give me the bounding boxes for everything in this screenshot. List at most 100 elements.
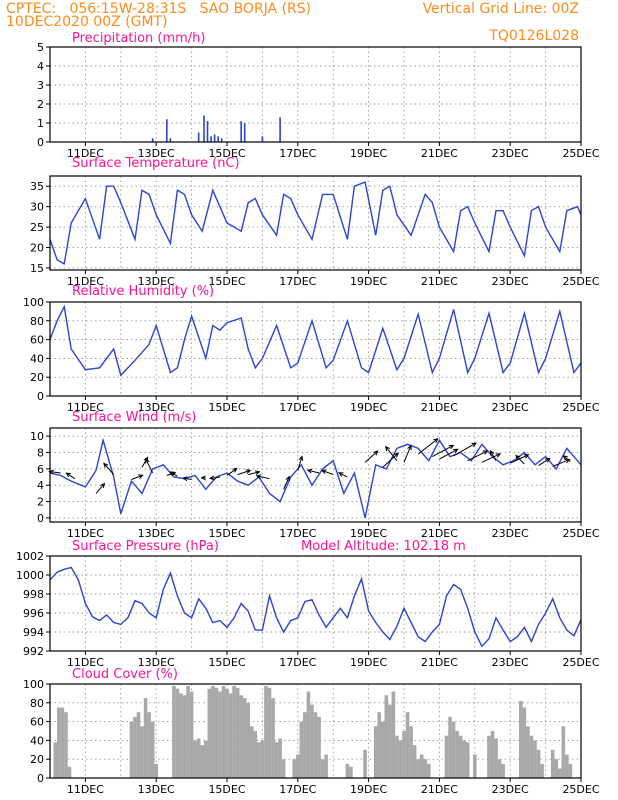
humidity-x-tick-label: 11DEC	[67, 401, 104, 414]
wind-x-tick-label: 19DEC	[350, 527, 387, 540]
pressure-frame	[49, 555, 582, 652]
temperature-x-tick-label: 11DEC	[67, 275, 104, 288]
cloud-cover-bar	[458, 735, 463, 778]
precipitation-bar	[261, 136, 264, 142]
cloud-cover-x-tick-label: 19DEC	[350, 783, 387, 796]
wind-vector-head	[564, 458, 571, 464]
pressure-x-tick-label: 13DEC	[138, 656, 175, 669]
cloud-cover-bar	[568, 763, 573, 778]
cloud-cover-bar	[522, 707, 527, 778]
wind-vector-head	[145, 457, 150, 464]
cloud-cover-bar	[228, 693, 233, 778]
cloud-cover-bar	[136, 712, 141, 778]
cloud-cover-bar	[529, 735, 534, 778]
wind-vector	[200, 475, 206, 481]
precipitation-bar	[166, 119, 168, 142]
cloud-cover-bar	[550, 749, 555, 778]
cloud-cover-bar	[267, 687, 272, 778]
cloud-cover-title: Cloud Cover (%)	[72, 667, 178, 682]
temperature-x-tick-label: 13DEC	[138, 275, 175, 288]
wind-vectors	[48, 438, 571, 494]
cloud-cover-bar	[533, 740, 537, 778]
pressure-y-tick-label: 996	[23, 607, 44, 620]
cloud-cover-bar	[444, 735, 449, 778]
humidity-y-tick-label: 0	[37, 390, 44, 403]
cloud-cover-bar	[193, 740, 197, 778]
pressure-x-tick-label: 25DEC	[562, 656, 599, 669]
wind-vector-shaft	[364, 450, 378, 463]
wind-vector	[65, 472, 76, 480]
wind-line	[49, 437, 582, 519]
panel-pressure: Surface Pressure (hPa) Model Altitude: 1…	[16, 539, 600, 669]
wind-vector	[306, 468, 320, 474]
cloud-cover-bars	[53, 685, 573, 778]
wind-vector-head	[245, 469, 252, 474]
cloud-cover-bar	[395, 735, 399, 778]
precipitation-x-tick-label: 15DEC	[208, 147, 245, 160]
precipitation-bar	[169, 138, 172, 142]
cloud-cover-bar	[274, 742, 279, 778]
cloud-cover-bar	[490, 731, 495, 778]
cloud-cover-bar	[313, 712, 318, 778]
cloud-cover-bar	[391, 691, 396, 778]
humidity-y-tick-label: 60	[30, 334, 44, 347]
cloud-cover-bar	[257, 742, 261, 778]
pressure-series	[49, 566, 582, 648]
header-run-time: 10DEC2020 00Z (GMT)	[6, 14, 168, 30]
cloud-cover-bar	[150, 721, 155, 778]
wind-vector-shaft	[563, 455, 571, 462]
pressure-x-tick-label: 19DEC	[350, 656, 387, 669]
cloud-cover-bar	[271, 698, 275, 778]
wind-vector-shaft	[403, 445, 412, 463]
wind-vector-shaft	[417, 438, 439, 455]
cloud-cover-bar	[419, 754, 424, 778]
pressure-axis: 992 994 996 998 1000 1002 11DEC 13DEC 15DEC 17DEC…	[16, 550, 600, 669]
precipitation-frame	[49, 46, 582, 143]
cloud-cover-bar	[448, 716, 452, 778]
cloud-cover-bar	[501, 763, 505, 778]
pressure-x-tick-label: 15DEC	[208, 656, 245, 669]
wind-y-tick-label: 4	[37, 479, 44, 492]
wind-vector-head	[65, 472, 71, 478]
wind-vector	[283, 475, 290, 490]
wind-vector-shaft	[538, 458, 550, 467]
wind-vector-shaft	[145, 458, 154, 474]
header-station: CPTEC: 056:15W-28:31S SAO BORJA (RS)	[6, 1, 311, 17]
wind-vector-shaft	[210, 476, 220, 479]
precipitation-y-tick-label: 0	[37, 136, 44, 149]
wind-vector	[489, 449, 497, 461]
cloud-cover-bar	[455, 731, 459, 778]
cloud-cover-bar	[260, 740, 265, 778]
precipitation-grid	[50, 47, 581, 142]
wind-vector-shaft	[166, 472, 176, 476]
wind-vector	[237, 469, 252, 476]
wind-vector	[467, 450, 489, 462]
cloud-cover-bar	[67, 766, 72, 778]
wind-vector-head	[208, 475, 215, 481]
wind-vector-head	[254, 470, 261, 476]
temperature-y-tick-label: 35	[30, 180, 44, 193]
precipitation-bar	[197, 132, 200, 142]
cloud-cover-bar	[214, 687, 219, 778]
precipitation-bar	[210, 136, 212, 142]
wind-vector-shaft	[248, 471, 260, 476]
wind-vector	[248, 470, 261, 476]
humidity-x-tick-label: 19DEC	[350, 401, 387, 414]
wind-x-tick-label: 17DEC	[279, 527, 316, 540]
wind-vector-head	[448, 444, 455, 450]
cloud-cover-bar	[239, 695, 243, 778]
wind-vector-shaft	[66, 472, 76, 480]
temperature-x-tick-label: 15DEC	[208, 275, 245, 288]
wind-vector	[552, 458, 571, 467]
wind-x-tick-label: 13DEC	[138, 527, 175, 540]
wind-vector	[364, 450, 379, 463]
humidity-x-tick-label: 21DEC	[421, 401, 458, 414]
humidity-x-tick-label: 15DEC	[208, 401, 245, 414]
cloud-cover-bar	[207, 688, 212, 778]
wind-vector-head	[298, 455, 304, 461]
cloud-cover-bar	[398, 740, 403, 778]
temperature-y-tick-label: 15	[30, 262, 44, 275]
cloud-cover-bar	[221, 685, 226, 778]
wind-vector-shaft	[385, 446, 398, 462]
wind-vector-head	[489, 449, 495, 456]
